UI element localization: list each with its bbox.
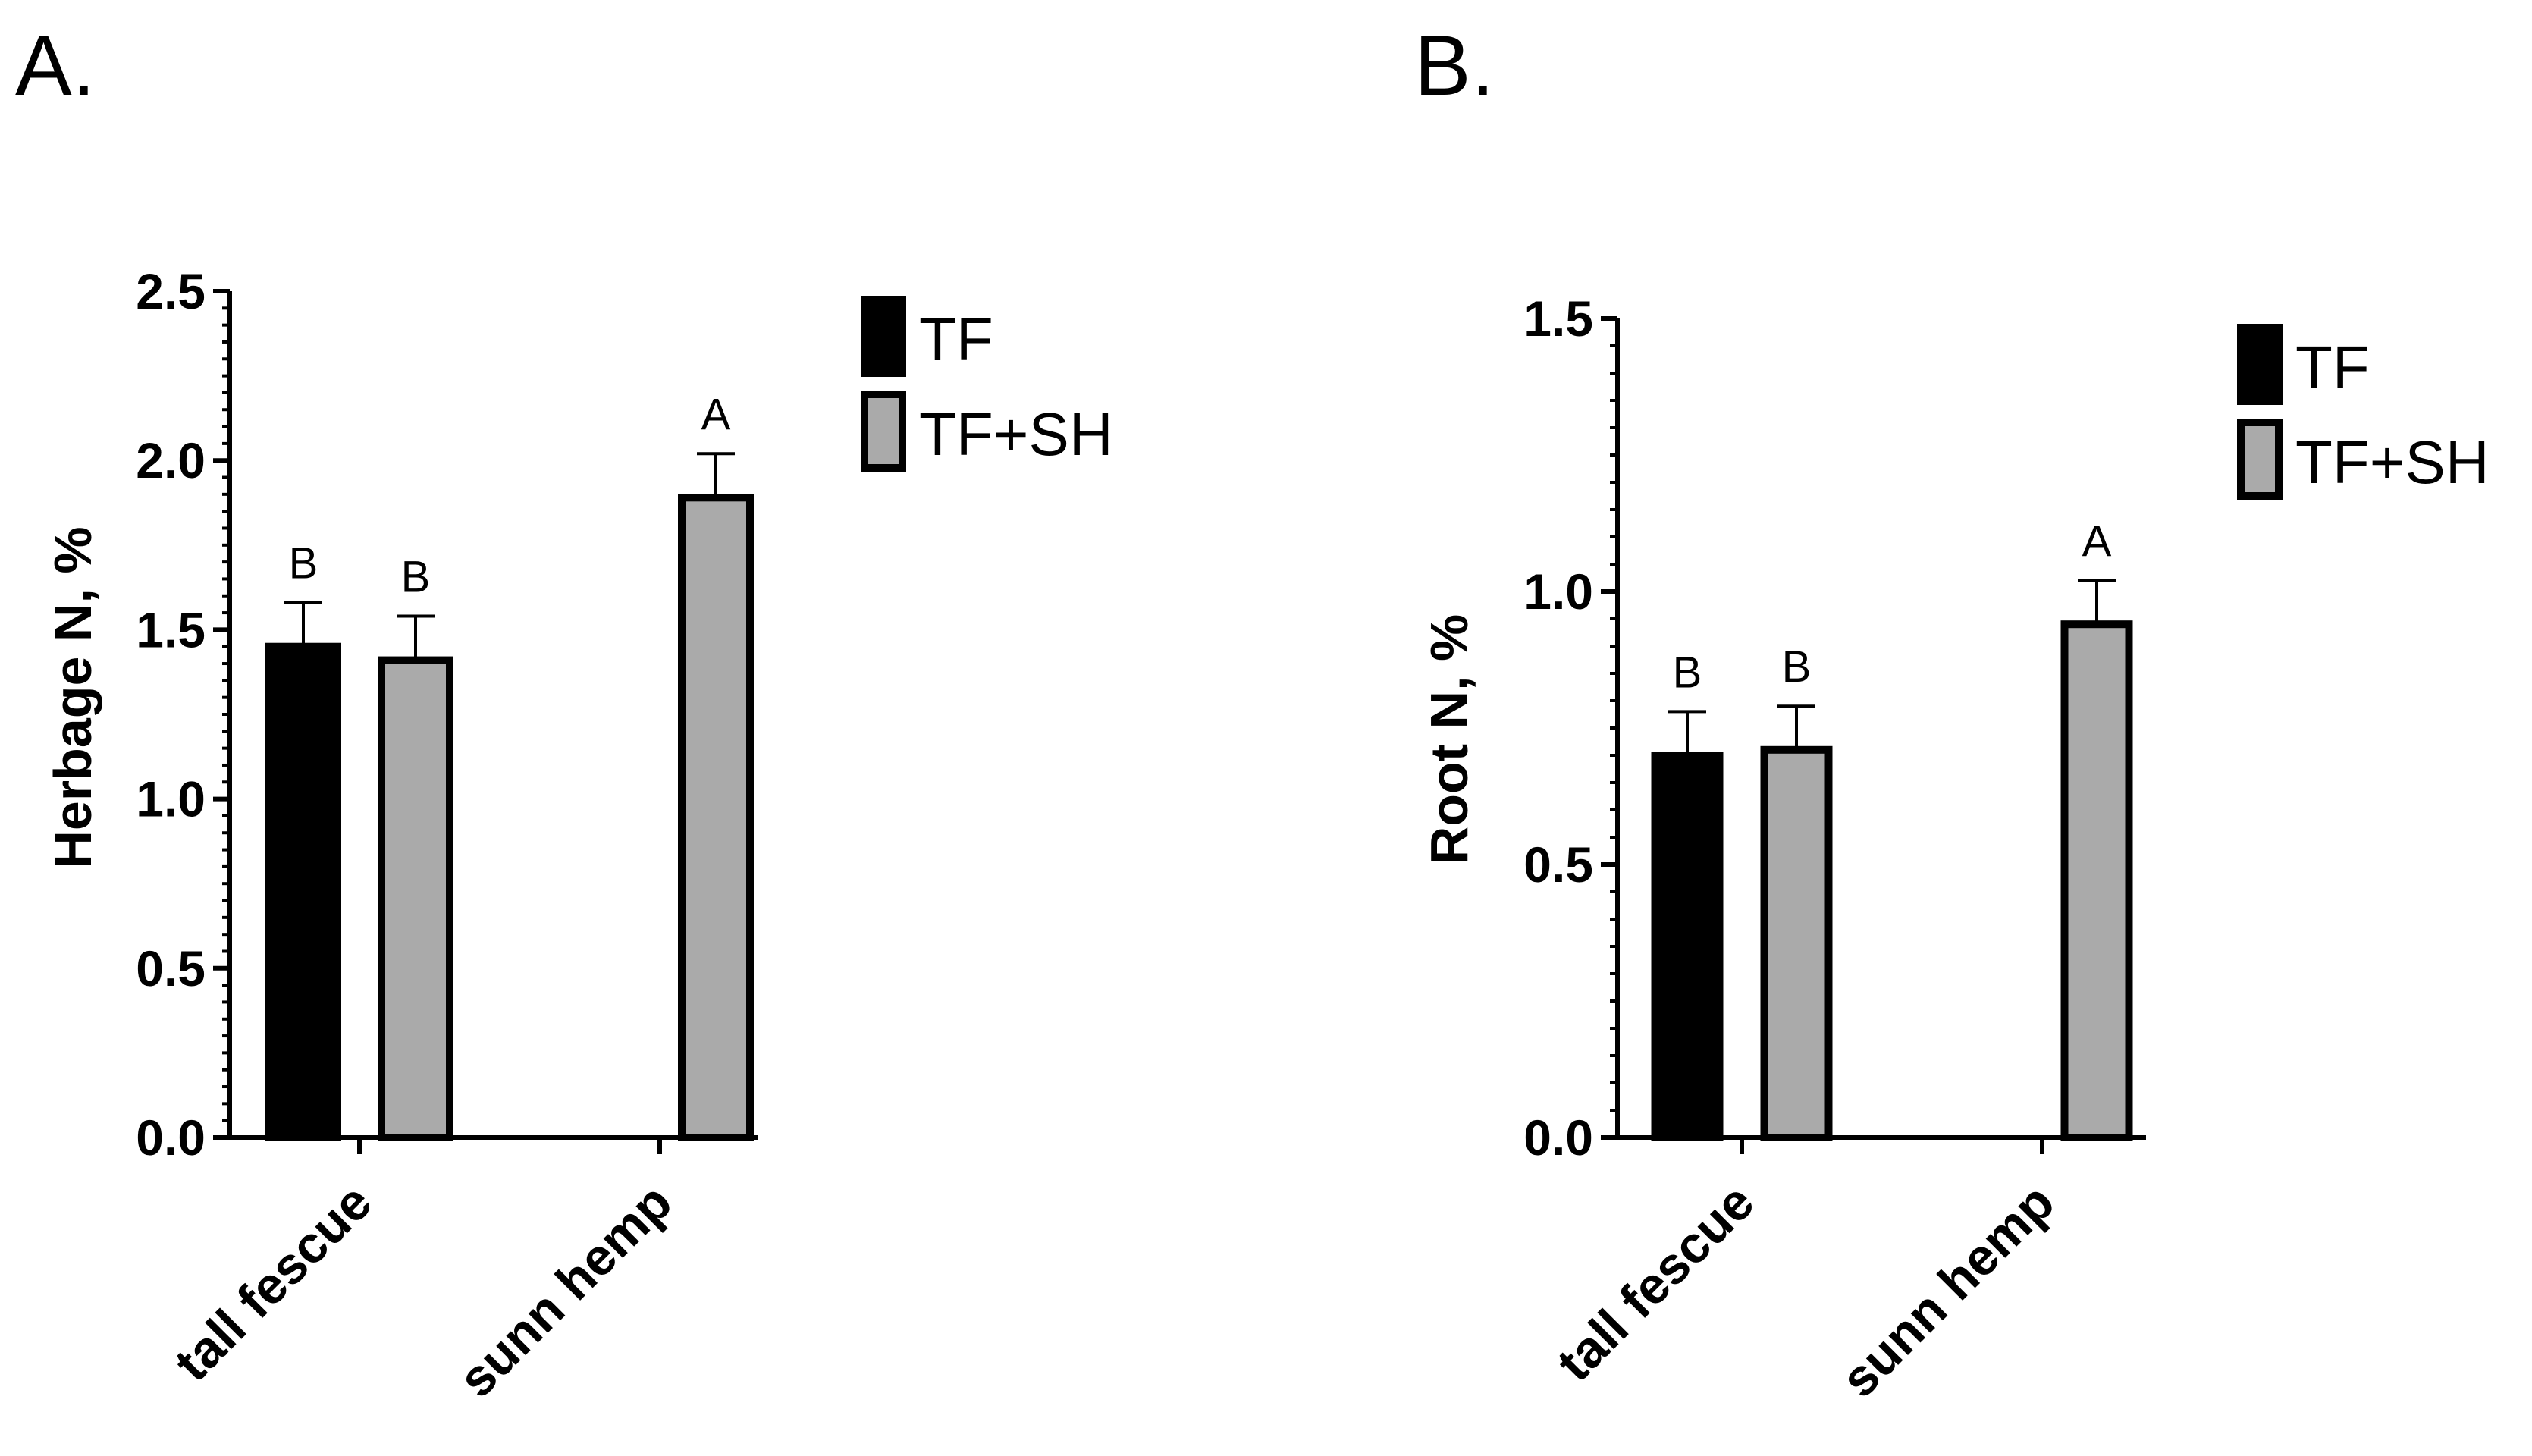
significance-letter: A [701, 390, 731, 439]
bar [1651, 752, 1724, 1141]
y-tick-label: 0.5 [1523, 836, 1593, 893]
legend-swatch-tf-sh [2237, 419, 2283, 500]
bar [678, 494, 754, 1141]
y-axis-title: Root N, % [1420, 614, 1479, 865]
panel-label: B. [1414, 18, 1495, 113]
bar [1760, 745, 1833, 1141]
panel-a: A. Herbage N, % TF TF+SH 0.0 0.5 1.0 1.5 2.0… [15, 18, 1113, 1408]
legend: TF TF+SH [2237, 324, 2490, 500]
x-category-label: sunn hemp [447, 1173, 682, 1408]
y-tick-label: 1.5 [136, 601, 206, 657]
legend-label-tf-sh: TF+SH [2295, 428, 2490, 496]
y-tick-label: 0.0 [136, 1109, 206, 1166]
legend-swatch-tf [2237, 324, 2283, 405]
panel-label: A. [15, 18, 96, 113]
legend-swatch-tf-sh [861, 391, 906, 472]
legend: TF TF+SH [861, 296, 1113, 472]
x-category-label: sunn hemp [1830, 1173, 2065, 1408]
x-category-label: tall fescue [1546, 1173, 1765, 1392]
y-tick-label: 1.0 [136, 771, 206, 827]
legend-swatch-tf [861, 296, 906, 377]
significance-letter: B [1673, 648, 1702, 697]
legend-label-tf: TF [919, 306, 993, 373]
y-tick-label: 1.0 [1523, 563, 1593, 620]
y-tick-label: 2.0 [136, 432, 206, 488]
y-axis-title: Herbage N, % [43, 526, 102, 868]
x-category-label: tall fescue [164, 1173, 383, 1392]
y-tick-label: 0.5 [136, 940, 206, 996]
significance-letter: A [2082, 517, 2112, 566]
significance-letter: B [1782, 642, 1812, 692]
significance-letter: B [401, 553, 431, 602]
significance-letter: B [289, 539, 318, 588]
bar [265, 642, 341, 1141]
bar [2060, 620, 2133, 1141]
panel-b: B. Root N, % TF TF+SH 0.0 0.5 1.0 1.5 tall f… [1414, 18, 2490, 1408]
y-tick-label: 0.0 [1523, 1109, 1593, 1166]
bar [378, 656, 453, 1141]
legend-label-tf: TF [2295, 334, 2370, 401]
y-tick-label: 2.5 [136, 263, 206, 319]
y-tick-label: 1.5 [1523, 290, 1593, 347]
legend-label-tf-sh: TF+SH [919, 400, 1113, 468]
